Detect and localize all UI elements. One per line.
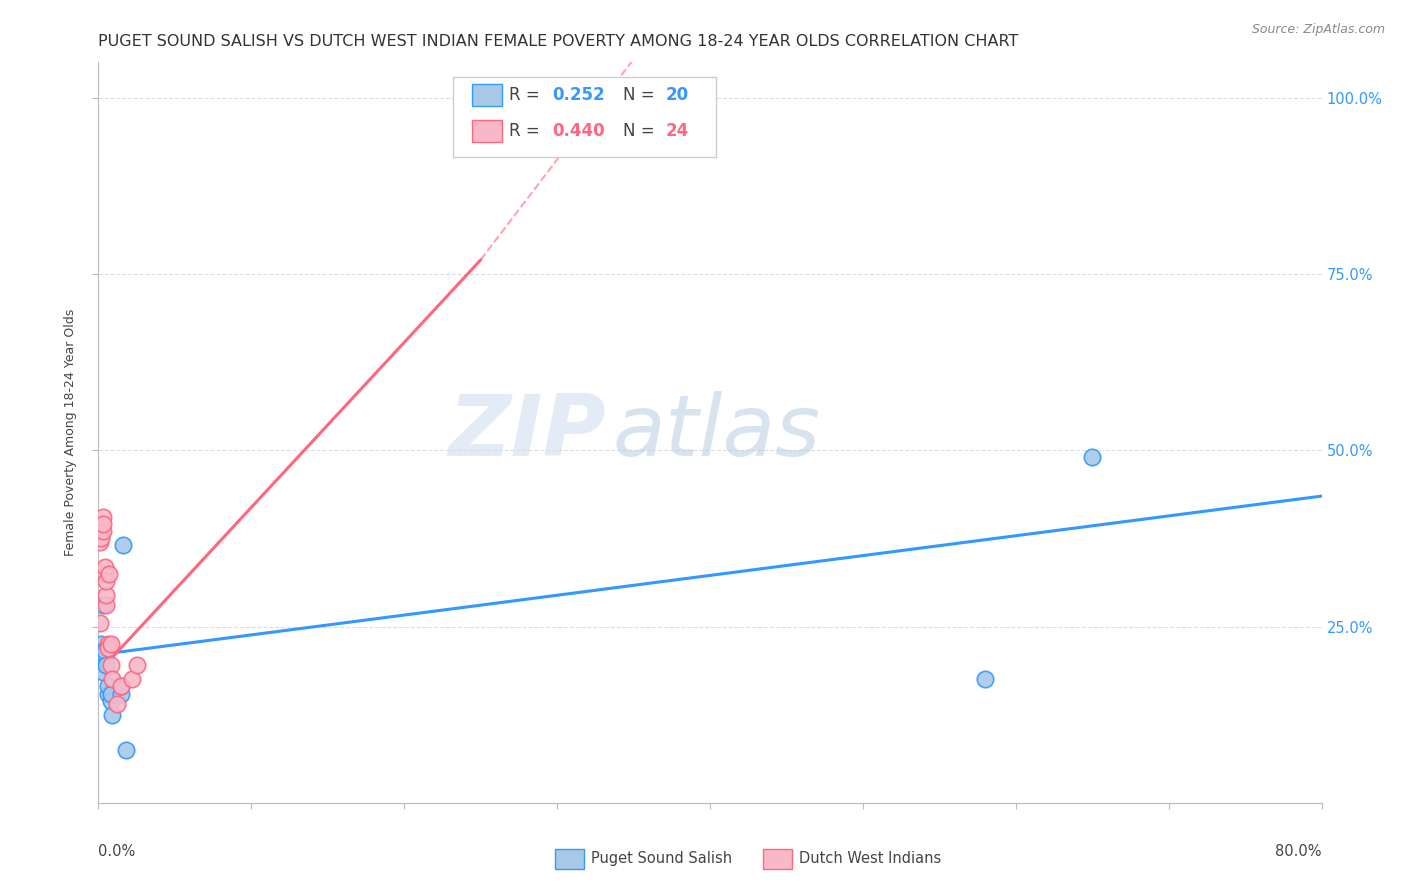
Point <box>101 673 124 687</box>
Point <box>91 665 114 680</box>
Point <box>89 648 111 662</box>
Point <box>94 599 117 613</box>
Point <box>91 524 114 539</box>
Point <box>101 707 124 722</box>
FancyBboxPatch shape <box>471 84 502 106</box>
FancyBboxPatch shape <box>453 78 716 157</box>
Point <box>100 693 122 707</box>
Point <box>97 686 120 700</box>
Text: 24: 24 <box>666 122 689 140</box>
Point <box>93 559 115 574</box>
Point <box>91 517 114 532</box>
Text: Dutch West Indians: Dutch West Indians <box>800 851 942 866</box>
Point <box>1081 450 1104 465</box>
Point <box>91 644 114 658</box>
Point <box>91 510 114 524</box>
Point <box>100 686 122 700</box>
Point <box>93 644 115 658</box>
Text: 0.440: 0.440 <box>553 122 605 140</box>
Text: 0.0%: 0.0% <box>98 844 135 858</box>
Point <box>93 566 115 581</box>
Text: PUGET SOUND SALISH VS DUTCH WEST INDIAN FEMALE POVERTY AMONG 18-24 YEAR OLDS COR: PUGET SOUND SALISH VS DUTCH WEST INDIAN … <box>98 34 1019 49</box>
Y-axis label: Female Poverty Among 18-24 Year Olds: Female Poverty Among 18-24 Year Olds <box>63 309 77 557</box>
Point <box>97 640 120 655</box>
Point <box>546 91 568 105</box>
Text: N =: N = <box>623 86 659 103</box>
Point <box>93 648 115 662</box>
Point <box>90 532 112 546</box>
Text: 20: 20 <box>666 86 689 103</box>
Point <box>110 680 132 694</box>
Point <box>98 566 121 581</box>
Point <box>89 651 111 665</box>
Point <box>100 658 122 673</box>
Point <box>89 615 111 630</box>
Text: atlas: atlas <box>612 391 820 475</box>
Point <box>94 658 117 673</box>
Point <box>111 538 134 552</box>
Text: R =: R = <box>509 86 546 103</box>
Point <box>115 743 138 757</box>
Point <box>121 673 143 687</box>
Point <box>97 680 120 694</box>
Point <box>91 599 114 613</box>
Text: ZIP: ZIP <box>449 391 606 475</box>
Text: Puget Sound Salish: Puget Sound Salish <box>592 851 733 866</box>
Text: N =: N = <box>623 122 659 140</box>
Point <box>125 658 148 673</box>
Point <box>90 644 112 658</box>
Text: 0.252: 0.252 <box>553 86 605 103</box>
FancyBboxPatch shape <box>471 120 502 142</box>
Point <box>94 588 117 602</box>
Point <box>90 637 112 651</box>
Point <box>94 574 117 588</box>
FancyBboxPatch shape <box>555 849 583 870</box>
Text: 80.0%: 80.0% <box>1275 844 1322 858</box>
Point <box>546 91 568 105</box>
Point <box>100 637 122 651</box>
Point <box>110 680 132 694</box>
Point <box>110 686 132 700</box>
Point <box>105 697 128 711</box>
Point <box>974 673 997 687</box>
FancyBboxPatch shape <box>762 849 792 870</box>
Point <box>97 637 120 651</box>
Point <box>89 535 111 549</box>
Text: R =: R = <box>509 122 546 140</box>
Text: Source: ZipAtlas.com: Source: ZipAtlas.com <box>1251 23 1385 37</box>
